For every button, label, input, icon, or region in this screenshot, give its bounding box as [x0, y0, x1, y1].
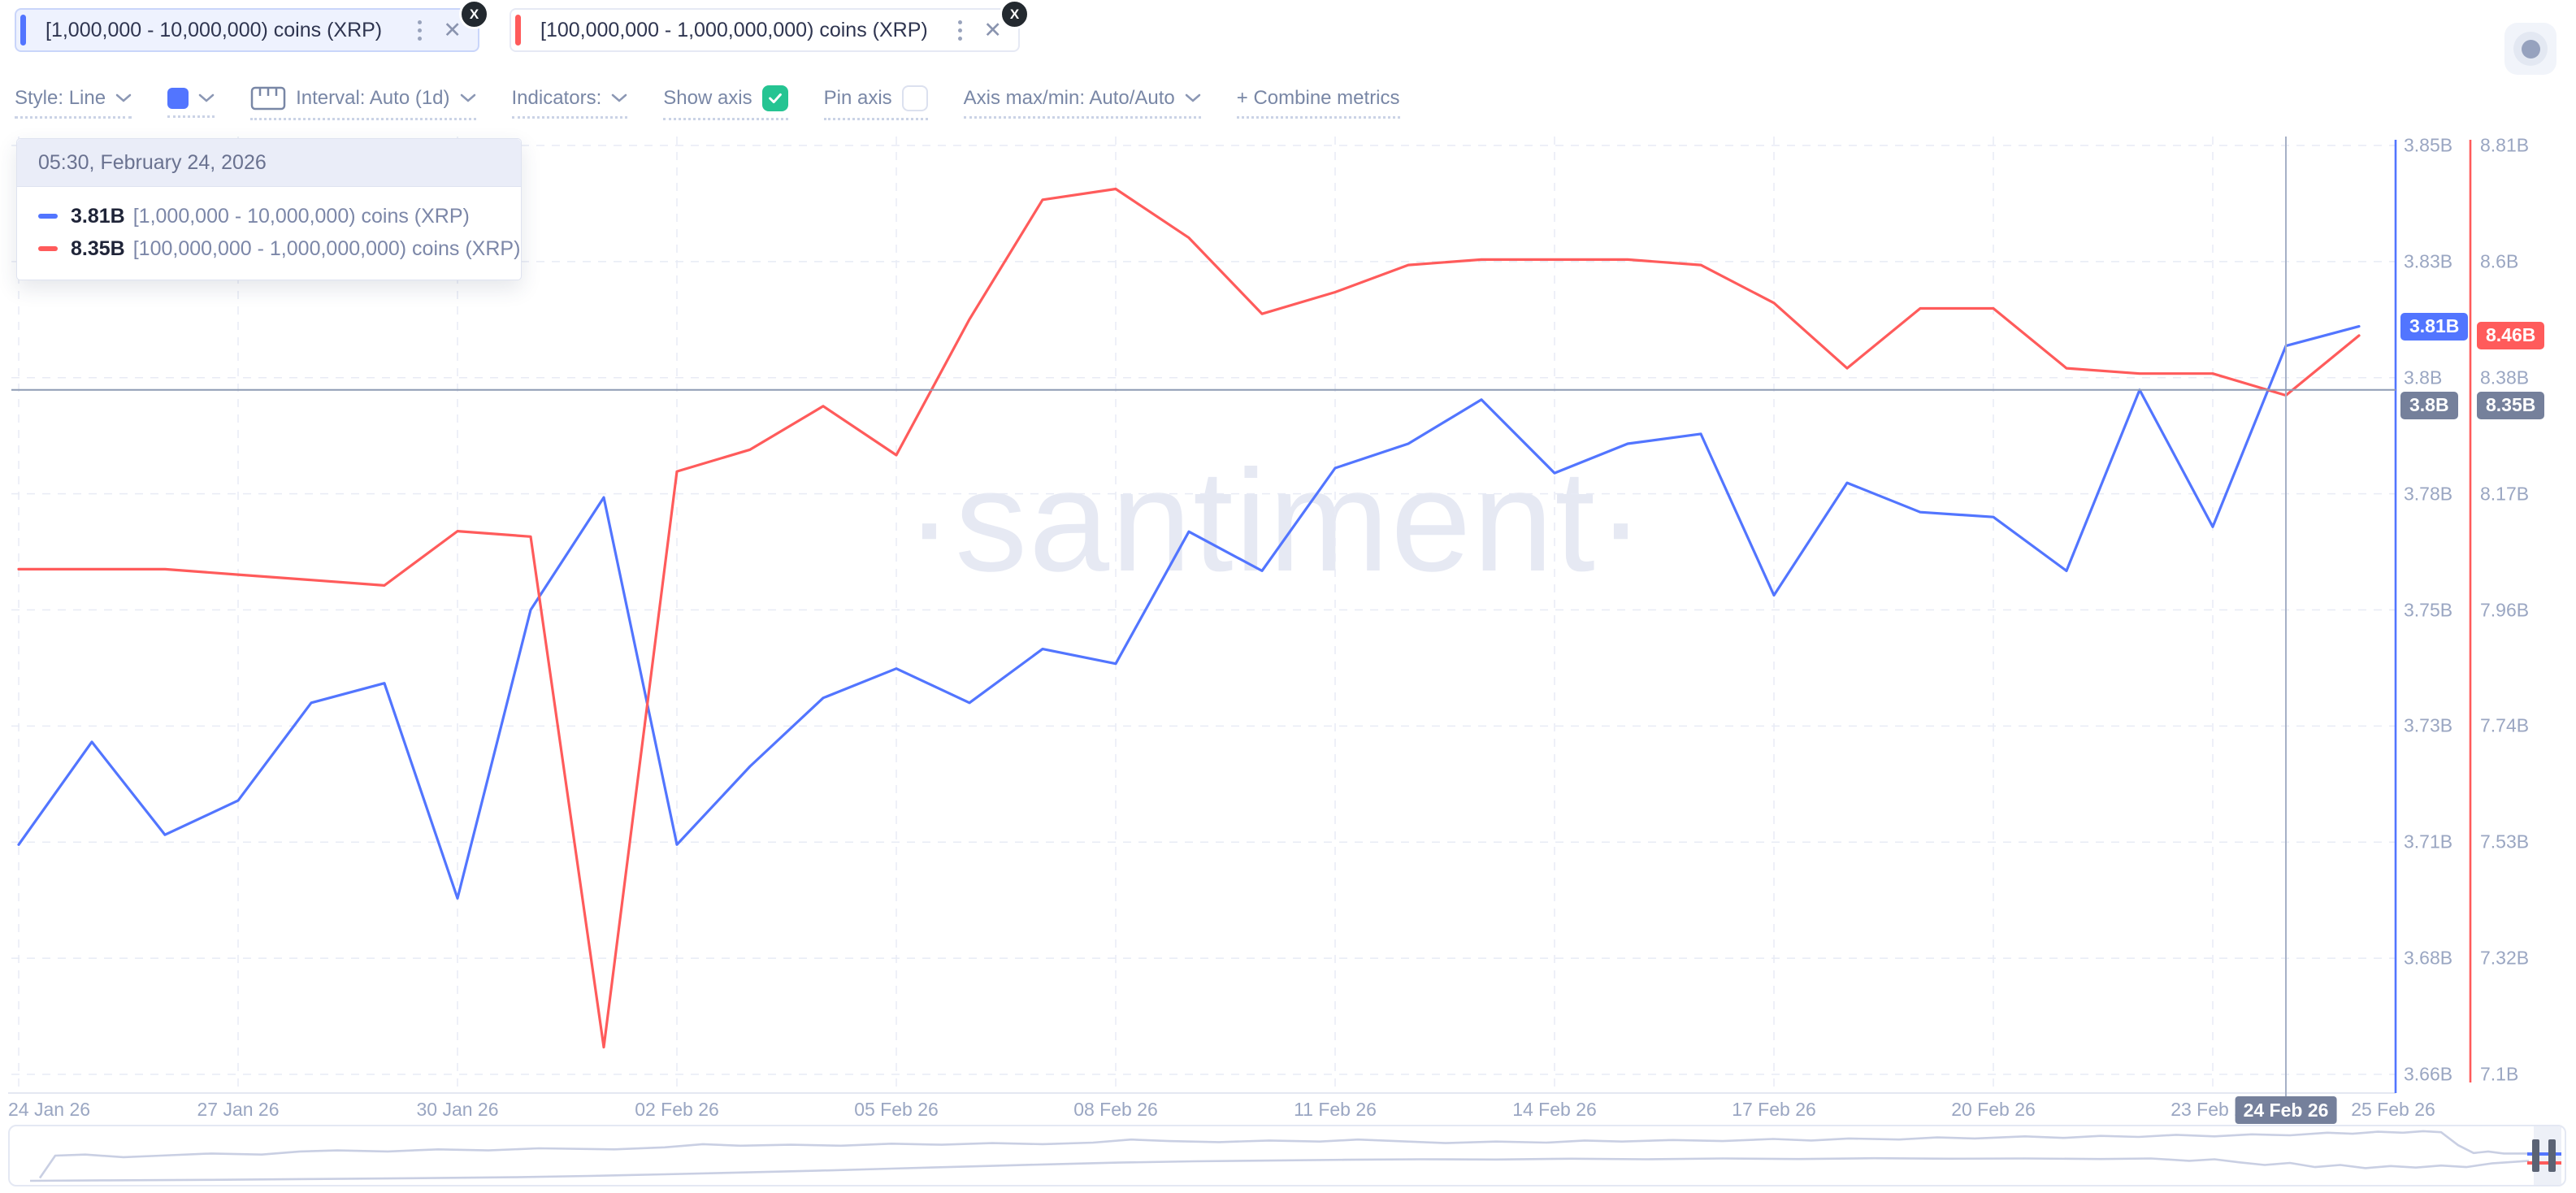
combine-metrics-label: + Combine metrics: [1236, 86, 1400, 109]
chevron-down-icon: [1185, 93, 1201, 103]
chart-toolbar: Style: Line Interval: Auto (1d) Indicato…: [15, 85, 1400, 120]
xrp-logo-icon: X: [459, 0, 489, 29]
tooltip-row-blue: 3.81B [1,000,000 - 10,000,000) coins (XR…: [38, 200, 501, 232]
axis-maxmin-label: Axis max/min: Auto/Auto: [963, 86, 1175, 109]
red-axis-tick-label: 7.74B: [2480, 714, 2530, 736]
x-axis-tick-label: 25 Feb 26: [2351, 1099, 2435, 1120]
timeline-minimap[interactable]: [8, 1125, 2566, 1186]
show-axis-toggle[interactable]: Show axis: [663, 85, 788, 120]
crosshair-date-badge: 24 Feb 26: [2235, 1096, 2337, 1124]
red-last-value-badge: 8.46B: [2477, 321, 2545, 349]
santiment-watermark: ·santiment·: [904, 440, 1647, 601]
crosshair-blue-axis-badge: 3.8B: [2400, 391, 2458, 419]
tooltip-row-red: 8.35B [100,000,000 - 1,000,000,000) coin…: [38, 232, 520, 265]
x-axis-tick-label: 14 Feb 26: [1512, 1099, 1597, 1120]
interval-dropdown[interactable]: Interval: Auto (1d): [250, 85, 476, 120]
metric-menu-icon[interactable]: [418, 20, 423, 41]
minimap-canvas[interactable]: [10, 1126, 2565, 1185]
blue-axis-tick-label: 3.83B: [2404, 250, 2453, 272]
metric-menu-icon[interactable]: [958, 20, 963, 41]
indicators-dropdown-label: Indicators:: [511, 86, 602, 109]
tooltip-label: [100,000,000 - 1,000,000,000) coins (XRP…: [132, 236, 521, 260]
minimap-series-line-2: [29, 1156, 2530, 1182]
x-axis-tick-label: 02 Feb 26: [635, 1099, 719, 1120]
red-axis-tick-label: 7.32B: [2480, 947, 2530, 969]
show-axis-label: Show axis: [663, 86, 752, 109]
indicators-dropdown[interactable]: Indicators:: [511, 86, 628, 119]
minimap-brush-handle[interactable]: [2548, 1139, 2556, 1172]
x-axis-tick-label: 05 Feb 26: [854, 1099, 939, 1120]
blue-axis-tick-label: 3.8B: [2404, 367, 2443, 388]
x-axis-tick-label: 30 Jan 26: [416, 1099, 499, 1120]
blue-axis-tick-label: 3.75B: [2404, 599, 2453, 620]
red-axis-tick-label: 8.17B: [2480, 483, 2530, 505]
record-dot-icon: [2521, 39, 2540, 59]
chart-tooltip: 05:30, February 24, 2026 3.81B [1,000,00…: [16, 138, 522, 280]
red-series-dash-icon: [38, 246, 58, 251]
blue-axis-tick-label: 3.85B: [2404, 134, 2453, 156]
blue-series-dash-icon: [38, 214, 58, 219]
show-axis-checkbox[interactable]: [761, 85, 788, 111]
red-axis-tick-label: 7.53B: [2480, 831, 2530, 852]
chevron-down-icon: [611, 93, 627, 103]
tooltip-timestamp: 05:30, February 24, 2026: [17, 139, 521, 187]
red-axis-tick-label: 8.38B: [2480, 367, 2530, 388]
crosshair-red-axis-badge: 8.35B: [2477, 391, 2545, 419]
x-axis-tick-label: 11 Feb 26: [1294, 1099, 1377, 1120]
chevron-down-icon: [115, 93, 132, 103]
red-axis-tick-label: 8.81B: [2480, 134, 2530, 156]
blue-series-line: [17, 325, 2361, 900]
color-swatch: [167, 87, 189, 109]
metric-close-icon[interactable]: ✕: [443, 17, 462, 42]
tooltip-value: 8.35B: [71, 236, 125, 260]
style-dropdown-label: Style: Line: [15, 86, 106, 109]
axis-maxmin-dropdown[interactable]: Axis max/min: Auto/Auto: [963, 86, 1201, 119]
x-axis-tick-label: 17 Feb 26: [1732, 1099, 1816, 1120]
record-ring-icon: [2513, 32, 2548, 66]
x-axis-tick-label: 24 Jan 26: [8, 1099, 91, 1120]
interval-dropdown-label: Interval: Auto (1d): [296, 86, 450, 109]
minimap-series-line-1: [38, 1130, 2529, 1179]
blue-axis-tick-label: 3.66B: [2404, 1063, 2453, 1085]
blue-axis-tick-label: 3.73B: [2404, 714, 2453, 736]
tooltip-label: [1,000,000 - 10,000,000) coins (XRP): [132, 204, 470, 228]
ruler-icon: [250, 85, 286, 111]
x-axis-tick-label: 27 Jan 26: [197, 1099, 280, 1120]
x-axis-tick-label: 08 Feb 26: [1073, 1099, 1158, 1120]
red-axis-tick-label: 8.6B: [2480, 250, 2519, 272]
series-color-dropdown[interactable]: [167, 87, 215, 118]
metric-chip-100m-1b[interactable]: [100,000,000 - 1,000,000,000) coins (XRP…: [510, 0, 1030, 52]
xrp-logo-icon: X: [1000, 0, 1030, 29]
pin-axis-checkbox[interactable]: [901, 85, 928, 111]
pin-axis-toggle[interactable]: Pin axis: [823, 85, 928, 120]
style-dropdown[interactable]: Style: Line: [15, 87, 132, 119]
recording-indicator-button[interactable]: [2504, 23, 2556, 75]
metric-chip-label: [100,000,000 - 1,000,000,000) coins (XRP…: [540, 18, 928, 41]
metric-close-icon[interactable]: ✕: [983, 17, 1002, 42]
metric-chip-label: [1,000,000 - 10,000,000) coins (XRP): [46, 18, 383, 41]
metric-color-bar: [515, 15, 521, 46]
tooltip-value: 3.81B: [71, 204, 125, 228]
metric-color-bar: [20, 15, 26, 46]
combine-metrics-button[interactable]: + Combine metrics: [1236, 86, 1400, 119]
red-series-line: [17, 187, 2361, 1049]
red-axis-tick-label: 7.96B: [2480, 599, 2530, 620]
chevron-down-icon: [460, 93, 476, 103]
chevron-down-icon: [198, 93, 215, 103]
blue-axis-tick-label: 3.68B: [2404, 947, 2453, 969]
pin-axis-label: Pin axis: [823, 86, 892, 109]
minimap-brush-handle[interactable]: [2532, 1139, 2539, 1172]
metric-chip-1m-10m[interactable]: [1,000,000 - 10,000,000) coins (XRP) ✕ X: [15, 0, 489, 52]
blue-last-value-badge: 3.81B: [2400, 312, 2469, 341]
blue-axis-tick-label: 3.71B: [2404, 831, 2453, 852]
red-axis-tick-label: 7.1B: [2480, 1063, 2519, 1085]
blue-axis-tick-label: 3.78B: [2404, 483, 2453, 505]
x-axis-tick-label: 20 Feb 26: [1951, 1099, 2036, 1120]
